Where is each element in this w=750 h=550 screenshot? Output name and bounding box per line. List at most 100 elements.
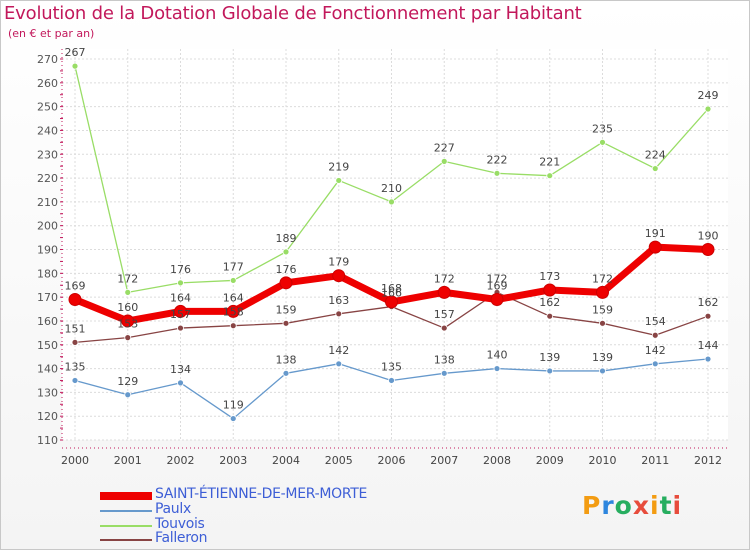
x-tick-label: 2001 bbox=[114, 454, 142, 467]
data-label: 162 bbox=[698, 296, 719, 309]
y-tick-label: 260 bbox=[37, 77, 58, 90]
x-tick-label: 2003 bbox=[219, 454, 247, 467]
logo-letter: i bbox=[672, 491, 683, 520]
y-tick-label: 160 bbox=[37, 315, 58, 328]
data-label: 172 bbox=[487, 272, 508, 285]
data-label: 210 bbox=[381, 182, 402, 195]
data-point bbox=[546, 172, 554, 180]
x-tick-label: 2002 bbox=[167, 454, 195, 467]
data-label: 219 bbox=[328, 160, 349, 173]
data-point bbox=[704, 355, 712, 363]
data-label: 168 bbox=[381, 282, 402, 295]
data-label: 140 bbox=[487, 349, 508, 362]
data-label: 235 bbox=[592, 122, 613, 135]
data-point bbox=[124, 391, 132, 399]
data-point bbox=[282, 319, 290, 327]
data-label: 159 bbox=[276, 303, 297, 316]
data-label: 134 bbox=[170, 363, 191, 376]
data-point bbox=[651, 165, 659, 172]
data-label: 139 bbox=[539, 351, 560, 364]
legend-label: Falleron bbox=[155, 530, 208, 546]
data-label: 172 bbox=[434, 272, 455, 285]
data-label: 154 bbox=[645, 315, 666, 328]
data-label: 157 bbox=[170, 308, 191, 321]
data-point bbox=[335, 360, 343, 368]
data-label: 224 bbox=[645, 149, 666, 162]
data-label: 119 bbox=[223, 399, 244, 412]
logo-letter: t bbox=[659, 491, 673, 520]
data-label: 173 bbox=[539, 270, 560, 283]
logo-letter: P bbox=[582, 491, 602, 520]
data-point bbox=[701, 243, 715, 256]
data-label: 142 bbox=[328, 344, 349, 357]
y-tick-label: 180 bbox=[37, 267, 58, 280]
data-point bbox=[177, 324, 184, 332]
data-label: 166 bbox=[381, 287, 402, 300]
data-label: 164 bbox=[223, 291, 244, 304]
data-point bbox=[124, 288, 132, 296]
data-point bbox=[174, 304, 187, 318]
y-tick-label: 240 bbox=[37, 124, 58, 137]
x-tick-label: 2011 bbox=[641, 454, 669, 467]
plot-area bbox=[62, 49, 728, 440]
data-point bbox=[493, 169, 501, 177]
data-point bbox=[704, 105, 712, 113]
proxiti-logo: Proxiti bbox=[582, 491, 682, 520]
data-point bbox=[493, 365, 501, 372]
data-label: 158 bbox=[223, 306, 244, 319]
data-label: 176 bbox=[170, 263, 191, 276]
data-label: 164 bbox=[170, 291, 191, 304]
data-point bbox=[596, 285, 609, 299]
x-tick-label: 2005 bbox=[325, 454, 353, 467]
data-point bbox=[71, 377, 79, 384]
chart-title: Evolution de la Dotation Globale de Fonc… bbox=[4, 3, 582, 24]
data-label: 151 bbox=[65, 322, 86, 335]
data-point bbox=[279, 276, 293, 290]
x-tick-label: 2004 bbox=[272, 454, 300, 467]
data-label: 153 bbox=[117, 318, 138, 331]
legend-label: Paulx bbox=[155, 501, 191, 517]
data-point bbox=[335, 177, 343, 184]
data-point bbox=[177, 379, 184, 387]
y-tick-label: 130 bbox=[37, 386, 58, 399]
data-label: 176 bbox=[276, 263, 297, 276]
data-point bbox=[546, 367, 554, 375]
data-label: 249 bbox=[698, 89, 719, 102]
data-label: 159 bbox=[592, 303, 613, 316]
data-label: 172 bbox=[592, 272, 613, 285]
data-point bbox=[177, 279, 184, 287]
data-label: 138 bbox=[434, 353, 455, 366]
data-point bbox=[651, 331, 659, 339]
data-label: 221 bbox=[539, 156, 560, 169]
data-point bbox=[388, 198, 395, 206]
data-point bbox=[651, 360, 659, 368]
data-label: 139 bbox=[592, 351, 613, 364]
legend-swatch bbox=[100, 525, 152, 527]
y-tick-label: 150 bbox=[37, 339, 58, 352]
x-tick-label: 2010 bbox=[589, 454, 617, 467]
data-point bbox=[226, 304, 240, 318]
x-tick-label: 2008 bbox=[483, 454, 511, 467]
y-tick-label: 170 bbox=[37, 291, 58, 304]
legend-label: Touvois bbox=[155, 516, 205, 532]
data-label: 157 bbox=[434, 308, 455, 321]
y-tick-label: 120 bbox=[37, 410, 58, 423]
x-tick-label: 2009 bbox=[536, 454, 564, 467]
data-point bbox=[599, 138, 606, 146]
legend-swatch bbox=[100, 510, 152, 512]
y-tick-label: 200 bbox=[37, 220, 58, 233]
data-point bbox=[124, 334, 132, 342]
data-point bbox=[440, 324, 448, 332]
x-tick-label: 2007 bbox=[430, 454, 458, 467]
data-label: 169 bbox=[487, 280, 508, 293]
data-point bbox=[121, 314, 135, 328]
data-point bbox=[335, 310, 343, 318]
data-label: 179 bbox=[328, 256, 349, 269]
logo-letter: x bbox=[632, 491, 650, 520]
logo-letter: r bbox=[601, 491, 615, 520]
data-point bbox=[599, 367, 606, 375]
data-point bbox=[648, 240, 662, 254]
data-point bbox=[546, 312, 554, 320]
data-label: 160 bbox=[117, 301, 138, 314]
